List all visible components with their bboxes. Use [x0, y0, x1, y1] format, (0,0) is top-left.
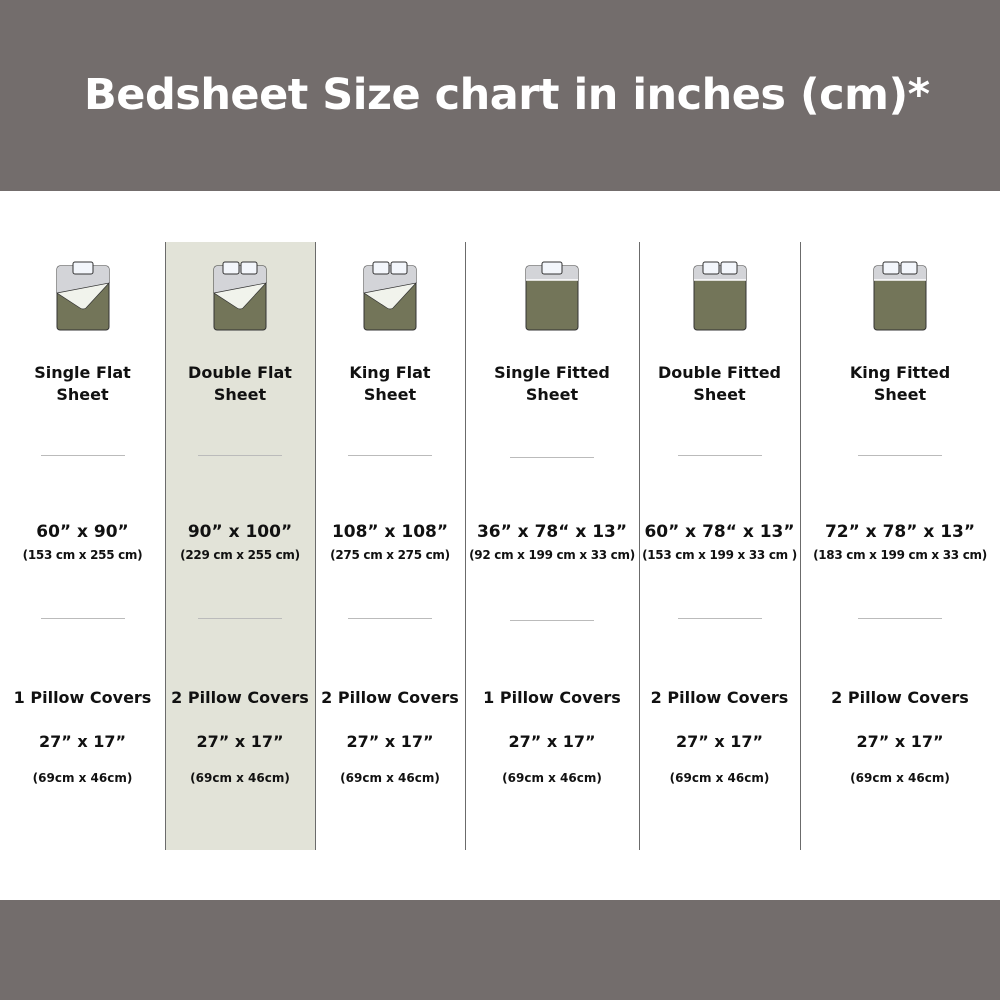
page-title: Bedsheet Size chart in inches (cm)*	[84, 70, 930, 120]
sheet-dimensions-cm: (183 cm x 199 cm x 33 cm)	[813, 548, 987, 562]
sheet-dimensions: 72” x 78” x 13”	[824, 522, 976, 542]
size-column: King Flat Sheet 108” x 108” (275 cm x 275…	[315, 242, 465, 850]
column-separator	[800, 242, 801, 850]
sheet-dimensions-cm: (153 cm x 199 x 33 cm )	[642, 548, 797, 562]
pillow-dimensions-cm: (69cm x 46cm)	[502, 771, 602, 785]
double-flat-bed-icon	[210, 260, 270, 334]
divider	[40, 618, 125, 619]
single-flat-bed-icon	[53, 260, 113, 334]
divider	[858, 455, 942, 456]
pillow-dimensions: 27” x 17”	[856, 732, 944, 751]
pillow-cover-count: 1 Pillow Covers	[13, 688, 152, 707]
pillow-dimensions-cm: (69cm x 46cm)	[850, 771, 950, 785]
pillow-cover-count: 2 Pillow Covers	[831, 688, 969, 707]
column-separator	[639, 242, 640, 850]
pillow-dimensions: 27” x 17”	[508, 732, 596, 751]
pillow-cover-count: 2 Pillow Covers	[650, 688, 789, 707]
pillow-dimensions: 27” x 17”	[346, 732, 434, 751]
footer-band	[0, 900, 1000, 1000]
size-column: King Fitted Sheet 72” x 78” x 13” (183 cm…	[800, 242, 1000, 850]
header-band: Bedsheet Size chart in inches (cm)*	[0, 0, 1000, 191]
sheet-name: King Fitted Sheet	[849, 363, 951, 404]
sheet-name: King Flat Sheet	[349, 363, 431, 404]
divider	[40, 455, 125, 456]
column-separator	[315, 242, 316, 850]
pillow-cover-count: 2 Pillow Covers	[171, 688, 309, 707]
size-column: Single Fitted Sheet 36” x 78“ x 13” (92 c…	[465, 242, 639, 850]
divider	[677, 618, 762, 619]
size-column: Single Flat Sheet 60” x 90” (153 cm x 255…	[0, 242, 165, 850]
sheet-dimensions-cm: (229 cm x 255 cm)	[180, 548, 300, 562]
pillow-cover-count: 1 Pillow Covers	[483, 688, 621, 707]
divider	[858, 618, 942, 619]
divider	[677, 455, 762, 456]
size-column: Double Flat Sheet 90” x 100” (229 cm x 25…	[165, 242, 315, 850]
sheet-dimensions-cm: (92 cm x 199 cm x 33 cm)	[469, 548, 635, 562]
divider	[348, 455, 432, 456]
sheet-dimensions: 108” x 108”	[331, 522, 449, 542]
sheet-name: Double Fitted Sheet	[657, 363, 782, 404]
divider	[510, 457, 594, 458]
pillow-dimensions-cm: (69cm x 46cm)	[340, 771, 440, 785]
pillow-dimensions: 27” x 17”	[675, 732, 764, 751]
sheet-dimensions-cm: (275 cm x 275 cm)	[330, 548, 450, 562]
sheet-dimensions-cm: (153 cm x 255 cm)	[22, 548, 143, 562]
single-fitted-bed-icon	[522, 260, 582, 334]
sheet-name: Double Flat Sheet	[188, 363, 292, 404]
pillow-dimensions-cm: (69cm x 46cm)	[190, 771, 290, 785]
sheet-dimensions: 60” x 90”	[36, 522, 129, 542]
column-separator	[165, 242, 166, 850]
divider	[198, 618, 282, 619]
divider	[348, 618, 432, 619]
king-flat-bed-icon	[360, 260, 420, 334]
sheet-name: Single Fitted Sheet	[494, 363, 610, 404]
divider	[510, 620, 594, 621]
divider	[198, 455, 282, 456]
sheet-dimensions: 60” x 78“ x 13”	[644, 522, 795, 542]
double-fitted-bed-icon	[690, 260, 750, 334]
sheet-dimensions: 36” x 78“ x 13”	[476, 522, 628, 542]
column-separator	[465, 242, 466, 850]
king-fitted-bed-icon	[870, 260, 930, 334]
sheet-dimensions: 90” x 100”	[187, 522, 293, 542]
size-column: Double Fitted Sheet 60” x 78“ x 13” (153 …	[639, 242, 800, 850]
pillow-dimensions-cm: (69cm x 46cm)	[32, 771, 133, 785]
pillow-dimensions: 27” x 17”	[196, 732, 284, 751]
pillow-dimensions-cm: (69cm x 46cm)	[669, 771, 770, 785]
pillow-cover-count: 2 Pillow Covers	[321, 688, 459, 707]
pillow-dimensions: 27” x 17”	[38, 732, 127, 751]
sheet-name: Single Flat Sheet	[34, 363, 131, 404]
